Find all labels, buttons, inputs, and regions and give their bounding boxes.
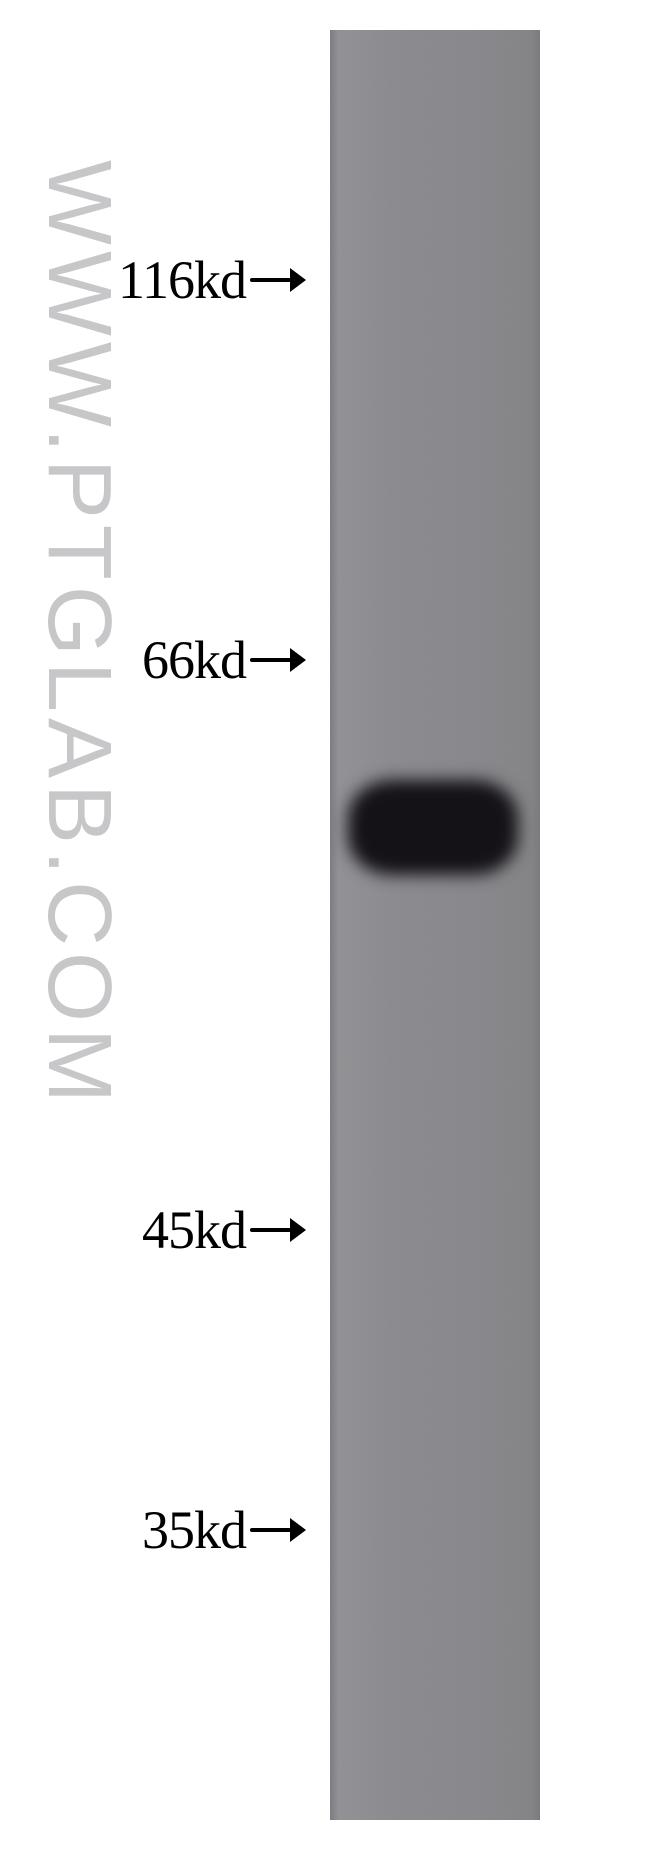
lane-background bbox=[330, 30, 540, 1820]
mw-marker: 116kd bbox=[0, 253, 310, 307]
mw-marker: 35kd bbox=[0, 1503, 310, 1557]
arrow-right-icon bbox=[250, 1203, 310, 1257]
mw-marker-label: 66kd bbox=[142, 629, 246, 691]
blot-lane bbox=[330, 30, 540, 1820]
arrow-right-icon bbox=[250, 253, 310, 307]
arrow-right-icon bbox=[250, 1503, 310, 1557]
mw-marker-label: 35kd bbox=[142, 1499, 246, 1561]
mw-marker: 66kd bbox=[0, 633, 310, 687]
mw-marker-label: 45kd bbox=[142, 1199, 246, 1261]
blot-figure: WWW.PTGLAB.COM 116kd66kd45kd35kd bbox=[0, 0, 650, 1855]
mw-marker-label: 116kd bbox=[118, 249, 246, 311]
protein-band bbox=[348, 780, 518, 875]
arrow-right-icon bbox=[250, 633, 310, 687]
mw-marker: 45kd bbox=[0, 1203, 310, 1257]
